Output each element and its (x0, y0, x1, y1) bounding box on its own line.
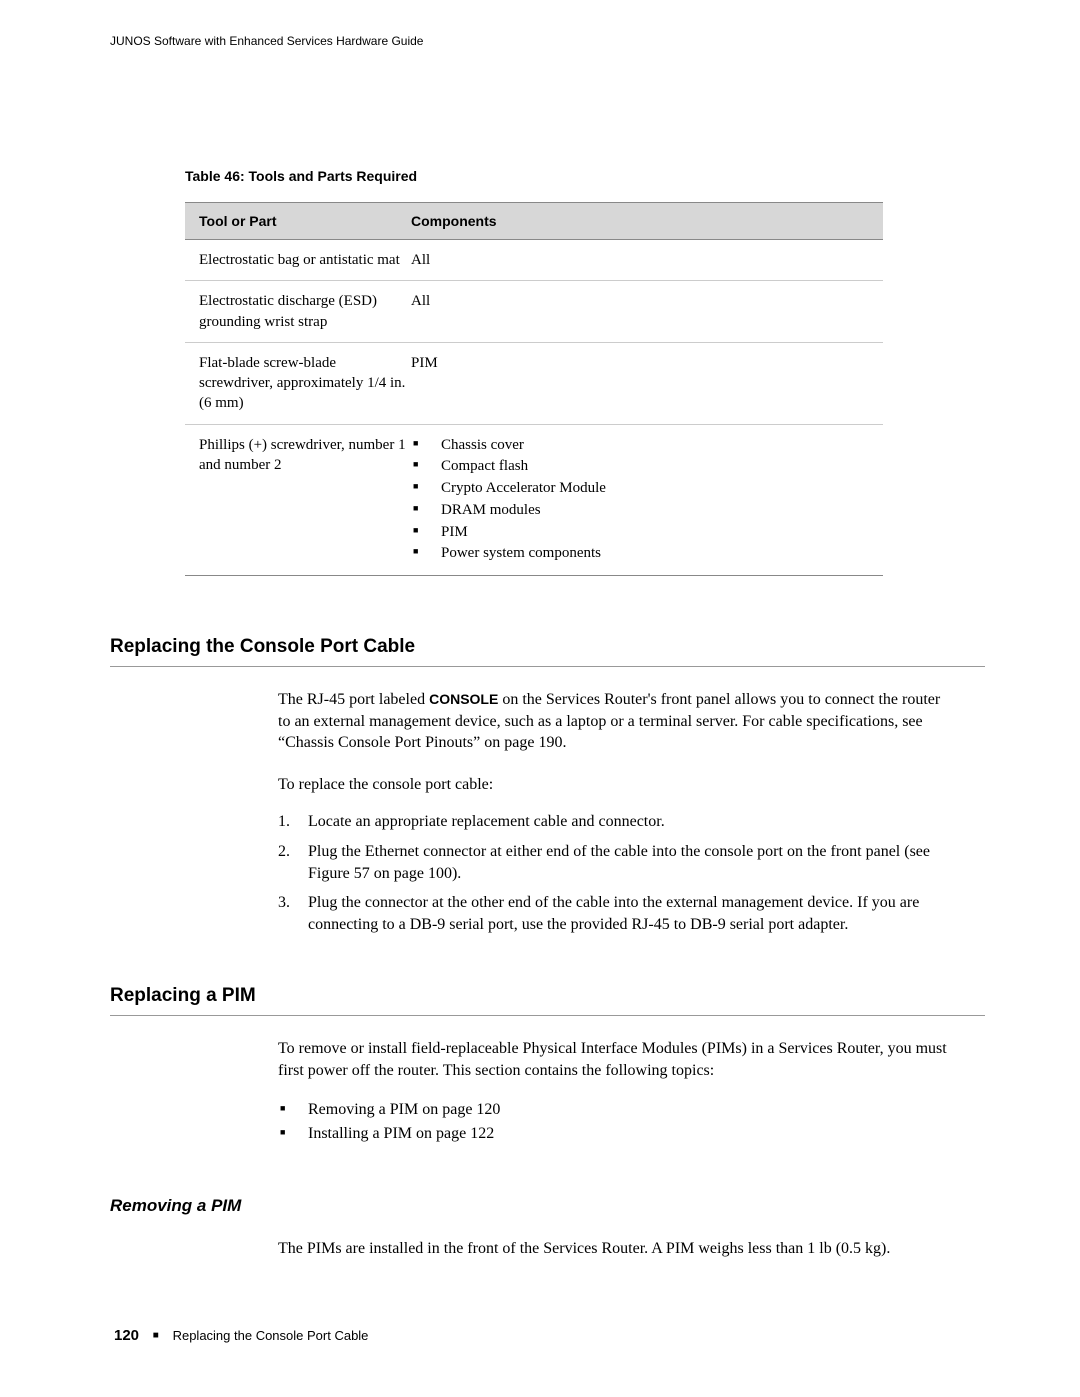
table-row: Electrostatic discharge (ESD) grounding … (185, 281, 883, 343)
section-heading-console-cable: Replacing the Console Port Cable (110, 636, 985, 667)
table-row: Phillips (+) screwdriver, number 1 and n… (185, 424, 883, 576)
step-text: Plug the Ethernet connector at either en… (308, 843, 930, 882)
components-cell: All (411, 240, 883, 281)
list-item: PIM (411, 522, 869, 544)
page-header: JUNOS Software with Enhanced Services Ha… (110, 34, 985, 48)
list-item: Crypto Accelerator Module (411, 478, 869, 500)
components-list: Chassis coverCompact flashCrypto Acceler… (411, 435, 869, 566)
list-item: Installing a PIM on page 122 (278, 1122, 955, 1146)
tool-cell: Electrostatic bag or antistatic mat (185, 240, 411, 281)
tool-cell: Flat-blade screw-blade screwdriver, appr… (185, 342, 411, 424)
components-cell: Chassis coverCompact flashCrypto Acceler… (411, 424, 883, 576)
list-item: Compact flash (411, 456, 869, 478)
list-item: DRAM modules (411, 500, 869, 522)
tool-cell: Electrostatic discharge (ESD) grounding … (185, 281, 411, 343)
table-row: Flat-blade screw-blade screwdriver, appr… (185, 342, 883, 424)
pim-intro-paragraph: To remove or install field-replaceable P… (278, 1038, 955, 1081)
page-footer: 120 ■ Replacing the Console Port Cable (114, 1327, 368, 1345)
table-header-tool: Tool or Part (185, 203, 411, 240)
page-number: 120 (114, 1327, 139, 1344)
components-cell: All (411, 281, 883, 343)
pim-topics-list: Removing a PIM on page 120Installing a P… (278, 1098, 955, 1146)
components-cell: PIM (411, 342, 883, 424)
step-item: 2. Plug the Ethernet connector at either … (278, 841, 955, 884)
console-lead-paragraph: To replace the console port cable: (278, 774, 955, 796)
step-text: Locate an appropriate replacement cable … (308, 813, 665, 830)
console-label-bold: CONSOLE (429, 691, 498, 707)
removing-pim-paragraph: The PIMs are installed in the front of t… (278, 1238, 955, 1260)
intro-text-pre: The RJ-45 port labeled (278, 691, 429, 708)
tool-cell: Phillips (+) screwdriver, number 1 and n… (185, 424, 411, 576)
step-number: 2. (278, 841, 290, 863)
step-number: 1. (278, 811, 290, 833)
table-caption: Table 46: Tools and Parts Required (185, 168, 985, 184)
subsection-heading-removing-pim: Removing a PIM (110, 1196, 985, 1216)
tools-parts-table: Tool or Part Components Electrostatic ba… (185, 202, 883, 576)
list-item: Removing a PIM on page 120 (278, 1098, 955, 1122)
step-item: 3. Plug the connector at the other end of… (278, 892, 955, 935)
list-item: Power system components (411, 543, 869, 565)
list-item: Chassis cover (411, 435, 869, 457)
footer-text: Replacing the Console Port Cable (173, 1328, 369, 1343)
section-heading-replacing-pim: Replacing a PIM (110, 985, 985, 1016)
step-item: 1. Locate an appropriate replacement cabl… (278, 811, 955, 833)
step-number: 3. (278, 892, 290, 914)
step-text: Plug the connector at the other end of t… (308, 894, 919, 933)
footer-bullet-icon: ■ (153, 1330, 159, 1341)
console-steps-list: 1. Locate an appropriate replacement cabl… (278, 811, 955, 935)
table-header-components: Components (411, 203, 883, 240)
table-row: Electrostatic bag or antistatic matAll (185, 240, 883, 281)
console-intro-paragraph: The RJ-45 port labeled CONSOLE on the Se… (278, 689, 955, 754)
